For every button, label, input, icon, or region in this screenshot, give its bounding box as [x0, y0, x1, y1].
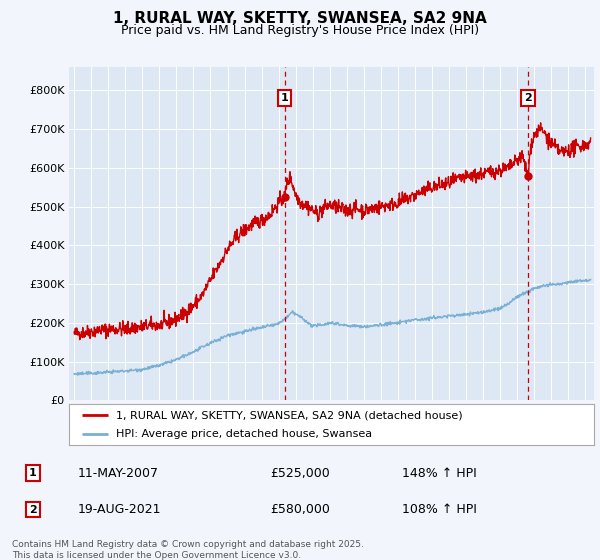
Text: 11-MAY-2007: 11-MAY-2007	[78, 466, 159, 480]
Text: HPI: Average price, detached house, Swansea: HPI: Average price, detached house, Swan…	[116, 429, 373, 439]
Text: £580,000: £580,000	[270, 503, 330, 516]
Text: 148% ↑ HPI: 148% ↑ HPI	[402, 466, 477, 480]
Text: 2: 2	[29, 505, 37, 515]
Text: Price paid vs. HM Land Registry's House Price Index (HPI): Price paid vs. HM Land Registry's House …	[121, 24, 479, 36]
Text: £525,000: £525,000	[270, 466, 330, 480]
Text: 19-AUG-2021: 19-AUG-2021	[78, 503, 161, 516]
Text: Contains HM Land Registry data © Crown copyright and database right 2025.
This d: Contains HM Land Registry data © Crown c…	[12, 540, 364, 560]
Text: 1, RURAL WAY, SKETTY, SWANSEA, SA2 9NA: 1, RURAL WAY, SKETTY, SWANSEA, SA2 9NA	[113, 11, 487, 26]
Text: 1, RURAL WAY, SKETTY, SWANSEA, SA2 9NA (detached house): 1, RURAL WAY, SKETTY, SWANSEA, SA2 9NA (…	[116, 410, 463, 421]
Text: 108% ↑ HPI: 108% ↑ HPI	[402, 503, 477, 516]
Text: 2: 2	[524, 93, 532, 103]
Text: 1: 1	[29, 468, 37, 478]
Text: 1: 1	[281, 93, 289, 103]
